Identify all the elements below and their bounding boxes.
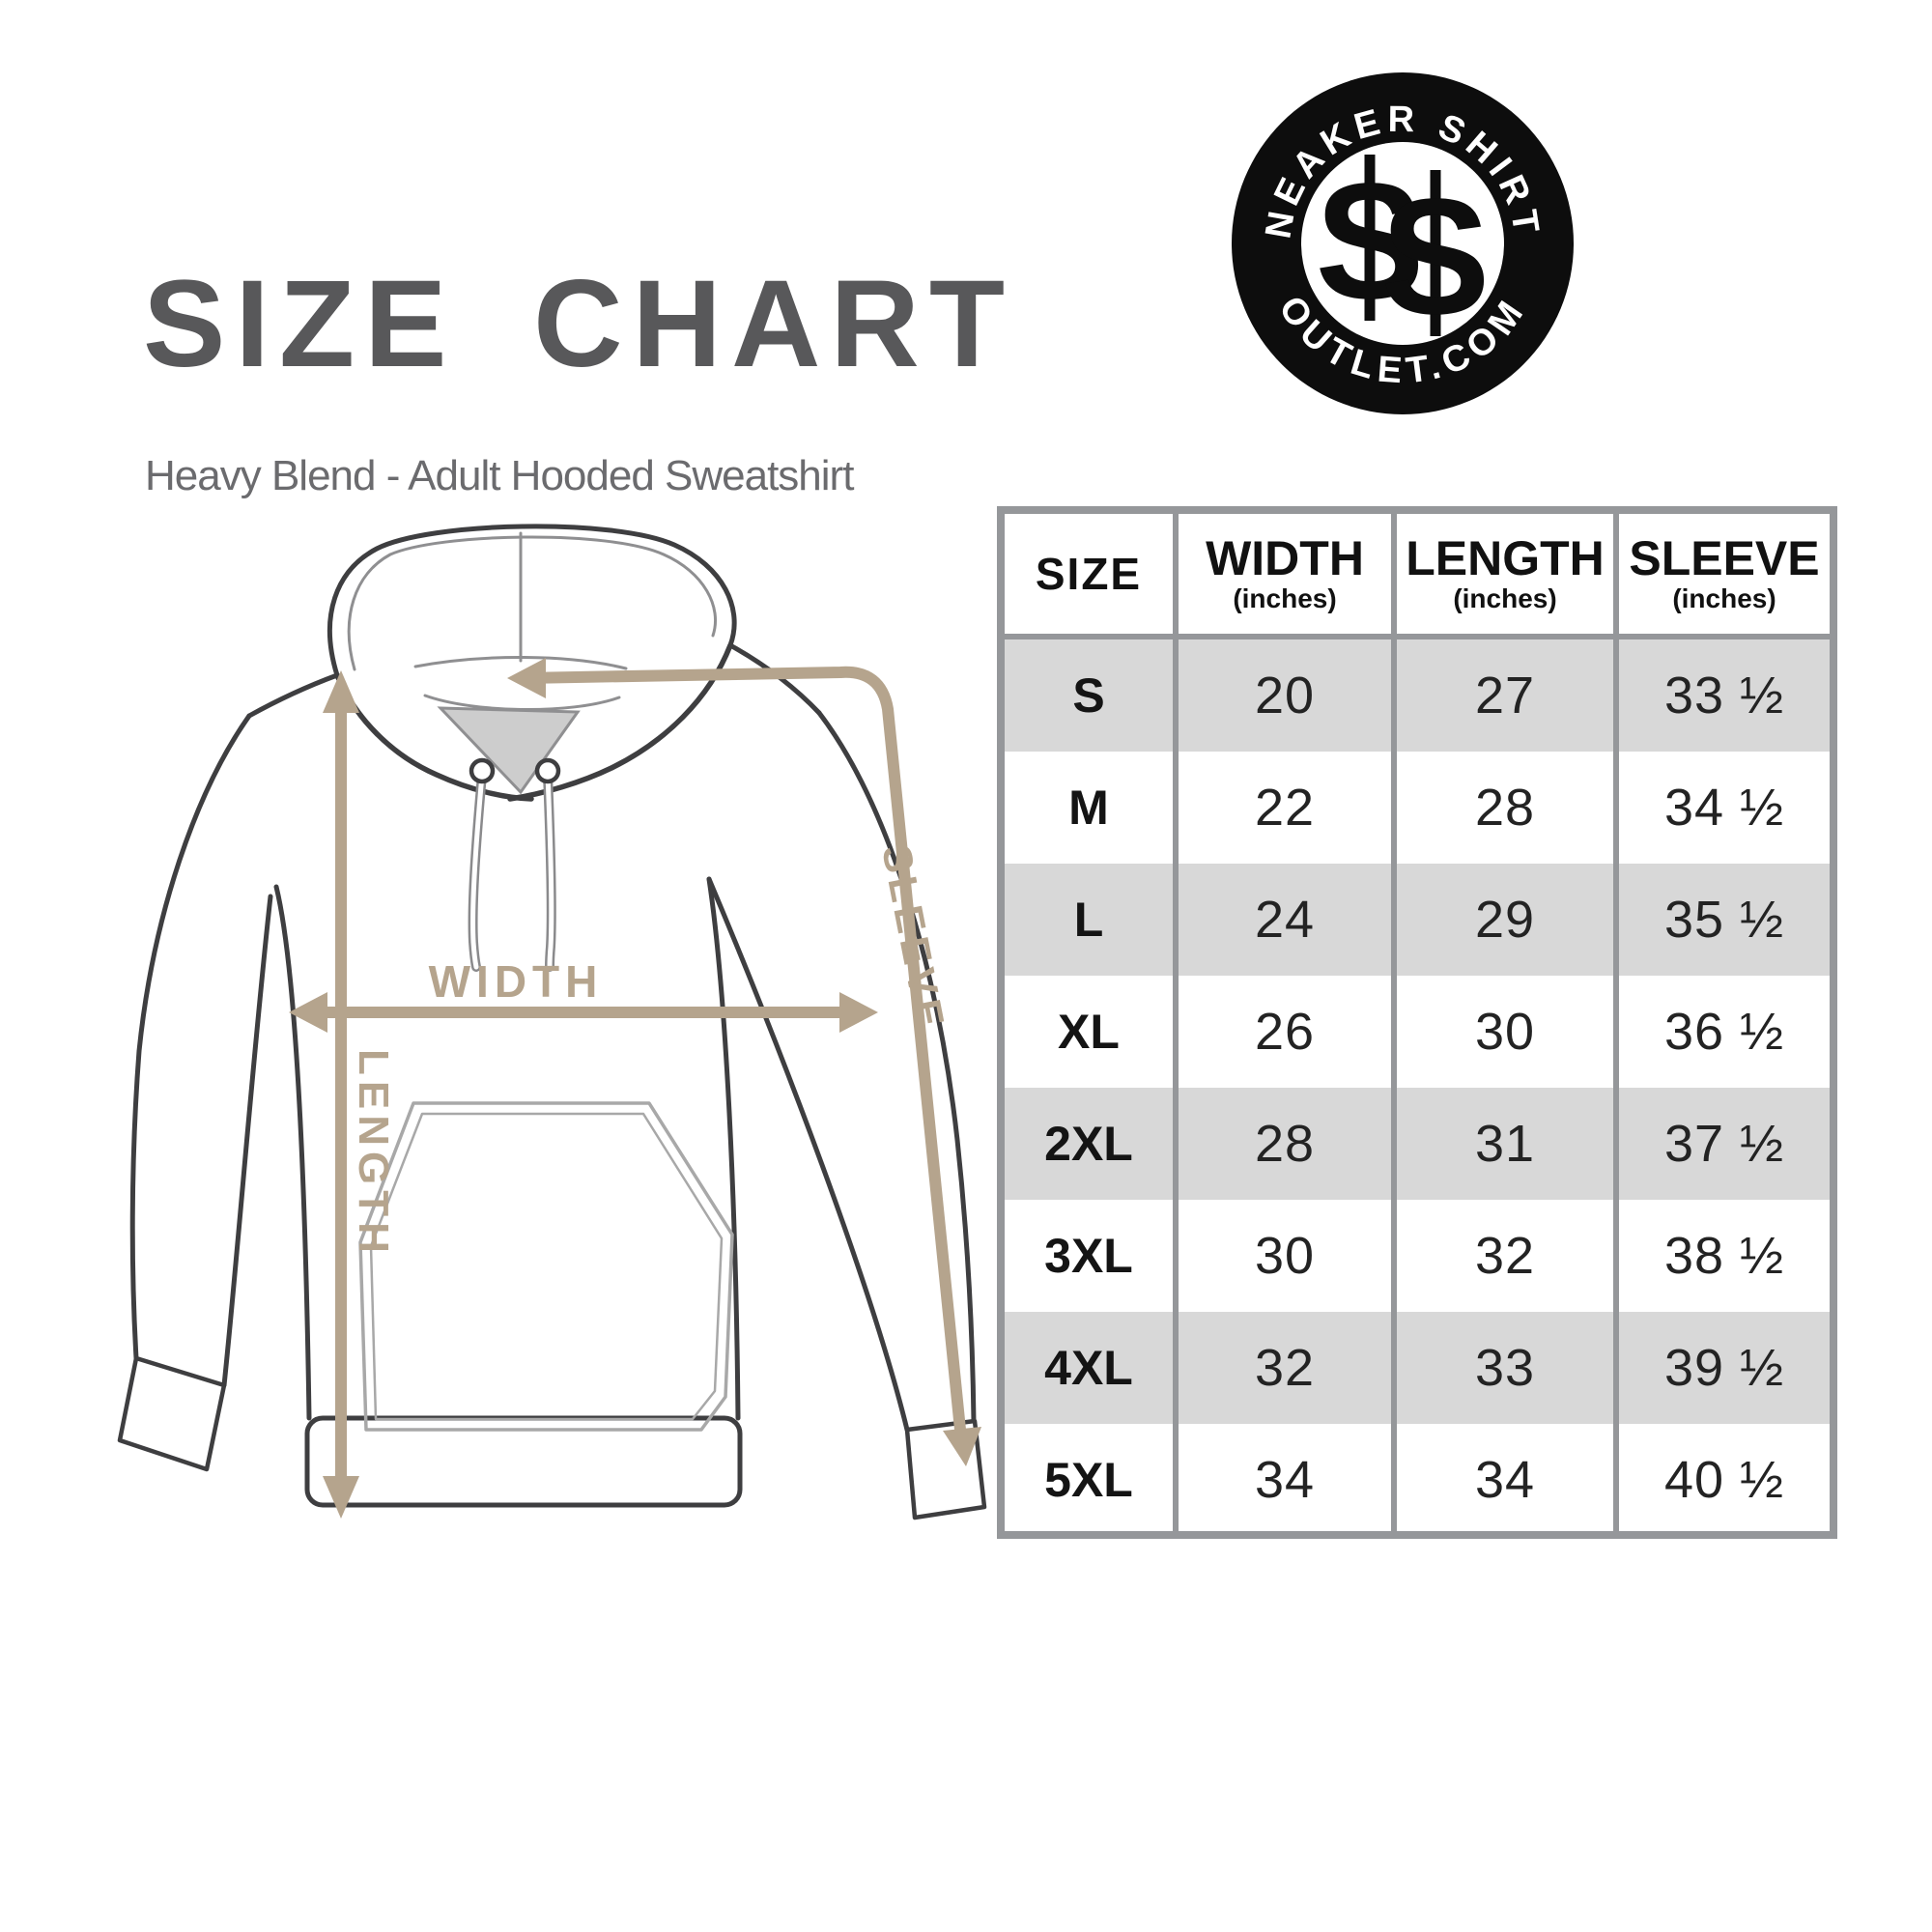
table-header-row: SIZE WIDTH (inches) LENGTH (inches) SLEE… bbox=[1005, 514, 1830, 639]
width-value: 28 bbox=[1254, 1115, 1316, 1173]
header-cell-sleeve: SLEEVE (inches) bbox=[1629, 530, 1820, 613]
table-row-l: L 24 29 35 ½ bbox=[1005, 864, 1830, 976]
width-value: 20 bbox=[1254, 667, 1316, 724]
width-value: 26 bbox=[1254, 1003, 1316, 1061]
hoodie-left-eyelet bbox=[469, 757, 496, 784]
page-subtitle: Heavy Blend - Adult Hooded Sweatshirt bbox=[145, 452, 854, 499]
sleeve-value: 38 ½ bbox=[1663, 1227, 1785, 1285]
sleeve-value: 37 ½ bbox=[1663, 1115, 1785, 1173]
measurement-arrows bbox=[325, 666, 966, 1480]
size-value: XL bbox=[1058, 1005, 1120, 1059]
width-arrowhead-right-icon bbox=[839, 992, 878, 1033]
length-arrowhead-bottom-icon bbox=[323, 1476, 359, 1519]
logo-inner-disc bbox=[1301, 142, 1504, 345]
size-value: 4XL bbox=[1044, 1341, 1133, 1395]
sleeve-value: 33 ½ bbox=[1663, 667, 1785, 724]
size-value: S bbox=[1072, 668, 1105, 723]
hoodie-drawstrings-outline bbox=[468, 770, 556, 972]
width-value: 30 bbox=[1254, 1227, 1316, 1285]
width-arrowhead-left-icon bbox=[289, 992, 327, 1033]
sleeve-value: 36 ½ bbox=[1663, 1003, 1785, 1061]
length-arrowhead-top-icon bbox=[323, 670, 359, 713]
table-row-4xl: 4XL 32 33 39 ½ bbox=[1005, 1312, 1830, 1424]
table-row-3xl: 3XL 30 32 38 ½ bbox=[1005, 1200, 1830, 1312]
sleeve-value: 35 ½ bbox=[1663, 891, 1785, 949]
width-value: 24 bbox=[1254, 891, 1316, 949]
hoodie-hood-outline bbox=[327, 524, 737, 678]
header-cell-length: LENGTH (inches) bbox=[1397, 514, 1619, 634]
hoodie-left-cuff bbox=[117, 1355, 227, 1472]
brand-logo: SNEAKER SHIRTS OUTLET.COM S S bbox=[1232, 72, 1574, 414]
table-row-s: S 20 27 33 ½ bbox=[1005, 639, 1830, 752]
length-value: 34 bbox=[1474, 1451, 1536, 1509]
table-row-2xl: 2XL 28 31 37 ½ bbox=[1005, 1088, 1830, 1200]
length-value: 31 bbox=[1474, 1115, 1536, 1173]
size-value: M bbox=[1068, 781, 1109, 835]
size-value: 3XL bbox=[1044, 1229, 1133, 1283]
hoodie-drawstrings bbox=[470, 772, 554, 970]
table-row-m: M 22 28 34 ½ bbox=[1005, 752, 1830, 864]
size-value: 2XL bbox=[1044, 1117, 1133, 1171]
length-value: 30 bbox=[1474, 1003, 1536, 1061]
width-label: WIDTH bbox=[429, 956, 604, 1007]
size-table: SIZE WIDTH (inches) LENGTH (inches) SLEE… bbox=[997, 506, 1837, 1539]
length-value: 28 bbox=[1474, 779, 1536, 837]
logo-ss-monogram-icon: S S bbox=[1315, 150, 1490, 349]
size-value: 5XL bbox=[1044, 1453, 1133, 1507]
page-title: SIZE CHART bbox=[143, 255, 1014, 393]
length-value: 33 bbox=[1474, 1339, 1536, 1397]
table-row-5xl: 5XL 34 34 40 ½ bbox=[1005, 1424, 1830, 1536]
sleeve-value: 40 ½ bbox=[1663, 1451, 1785, 1509]
length-value: 29 bbox=[1474, 891, 1536, 949]
length-label: LENGTH bbox=[350, 1049, 397, 1259]
length-value: 27 bbox=[1474, 667, 1536, 724]
sleeve-value: 34 ½ bbox=[1663, 779, 1785, 837]
hoodie-right-eyelet bbox=[534, 757, 561, 784]
width-value: 22 bbox=[1254, 779, 1316, 837]
width-value: 34 bbox=[1254, 1451, 1316, 1509]
hoodie-neck-triangle bbox=[437, 706, 581, 795]
table-row-xl: XL 26 30 36 ½ bbox=[1005, 976, 1830, 1088]
svg-text:S: S bbox=[1380, 165, 1490, 349]
hoodie-diagram: WIDTH LENGTH SLEEVE bbox=[117, 524, 987, 1520]
hoodie-pocket bbox=[358, 1101, 734, 1432]
width-value: 32 bbox=[1254, 1339, 1316, 1397]
sleeve-label: SLEEVE bbox=[873, 841, 953, 1036]
sleeve-arrow-shaft bbox=[524, 666, 966, 1431]
header-cell-size: SIZE bbox=[1005, 514, 1179, 634]
sleeve-arrowhead-start-icon bbox=[507, 658, 546, 698]
sleeve-arrowhead-end-icon bbox=[943, 1427, 981, 1466]
length-value: 32 bbox=[1474, 1227, 1536, 1285]
svg-text:S: S bbox=[1315, 150, 1424, 333]
header-cell-width: WIDTH (inches) bbox=[1179, 514, 1397, 634]
size-value: L bbox=[1073, 893, 1104, 947]
sleeve-value: 39 ½ bbox=[1663, 1339, 1785, 1397]
arrowheads bbox=[289, 658, 981, 1519]
